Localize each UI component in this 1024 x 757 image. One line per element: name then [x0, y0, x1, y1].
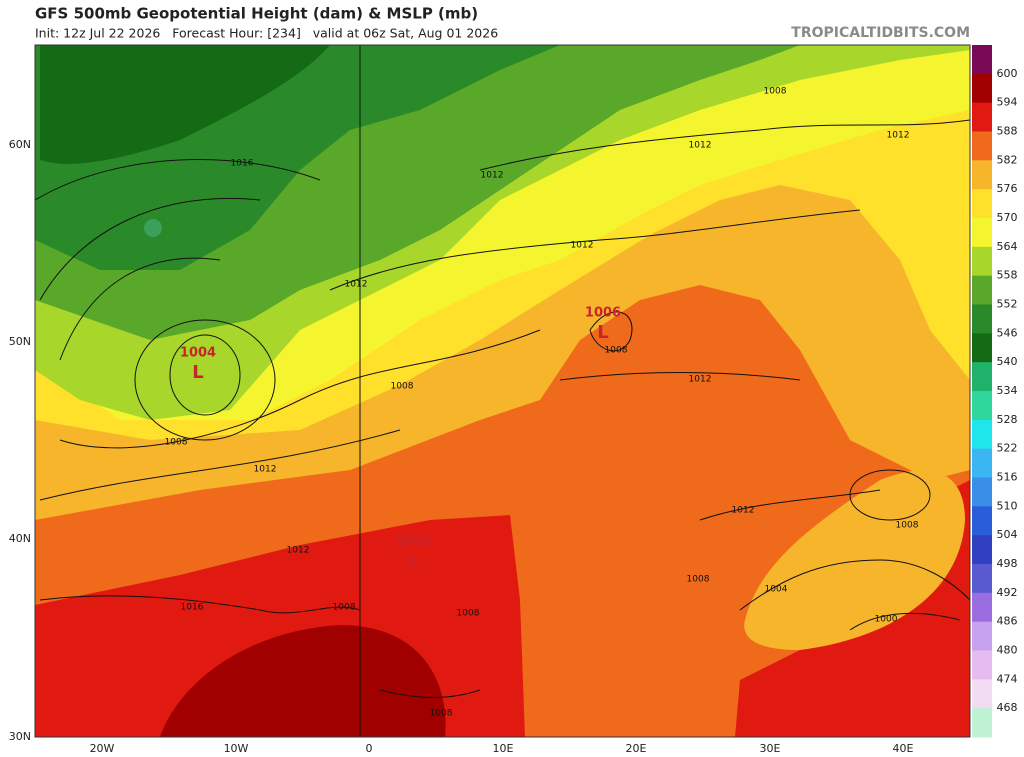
colorbar-segment — [972, 45, 992, 75]
isobar-label: 1012 — [345, 280, 368, 290]
colorbar-label: 474 — [997, 672, 1018, 685]
isobar-label: 1012 — [732, 506, 755, 516]
colorbar-segment — [972, 448, 992, 478]
colorbar-segment — [972, 189, 992, 219]
colorbar-label: 546 — [997, 326, 1018, 339]
subtitle: Init: 12z Jul 22 2026 Forecast Hour: [23… — [35, 26, 498, 41]
map-frame — [34, 44, 971, 738]
colorbar-label: 522 — [997, 442, 1018, 455]
isobar-label: 1008 — [687, 575, 710, 585]
low-pressure-value: 1006 — [585, 306, 621, 321]
colorbar-segment — [972, 592, 992, 623]
colorbar-label: 576 — [997, 182, 1018, 195]
longitude-label: 10W — [224, 742, 249, 755]
colorbar-segment — [972, 333, 992, 363]
latitude-label: 40N — [9, 532, 31, 545]
isobar-label: 1008 — [165, 438, 188, 448]
low-symbol: L — [407, 551, 418, 572]
colorbar-label: 570 — [997, 211, 1018, 224]
colorbar-label: 492 — [997, 586, 1018, 599]
longitude-label: 0 — [366, 742, 373, 755]
low-symbol: L — [192, 362, 203, 383]
isobar-label: 1016 — [181, 603, 204, 613]
colorbar-segment — [972, 246, 992, 277]
isobar-label: 1000 — [875, 615, 898, 625]
colorbar-segment — [972, 708, 992, 738]
isobar-label: 1008 — [391, 382, 414, 392]
title: GFS 500mb Geopotential Height (dam) & MS… — [35, 5, 478, 23]
colorbar-label: 582 — [997, 153, 1018, 166]
isobar-label: 1012 — [689, 141, 712, 151]
colorbar-label: 510 — [997, 499, 1018, 512]
colorbar-segment — [972, 362, 992, 392]
isobar-label: 1008 — [333, 603, 356, 613]
isobar-label: 1012 — [481, 171, 504, 181]
colorbar-label: 600 — [997, 67, 1018, 80]
isobar-label: 1008 — [764, 87, 787, 97]
colorbar-label: 516 — [997, 471, 1018, 484]
colorbar-label: 528 — [997, 413, 1018, 426]
contours — [35, 45, 970, 737]
isobar-label: 1008 — [605, 346, 628, 356]
isobar-label: 1008 — [430, 709, 453, 719]
latitude-label: 30N — [9, 730, 31, 743]
colorbar-segment — [972, 650, 992, 680]
low-pressure-value: 1006 — [395, 535, 431, 550]
colorbar-label: 534 — [997, 384, 1018, 397]
colorbar-segment — [972, 506, 992, 536]
colorbar-segment — [972, 275, 992, 305]
colorbar-label: 594 — [997, 96, 1018, 109]
colorbar-segment — [972, 535, 992, 565]
low-symbol: L — [597, 322, 608, 343]
colorbar-label: 486 — [997, 615, 1018, 628]
isobar-label: 1012 — [254, 465, 277, 475]
isobar-label: 1012 — [287, 546, 310, 556]
colorbar-segment — [972, 131, 992, 161]
height-field — [35, 45, 970, 737]
colorbar-segment — [972, 419, 992, 450]
low-pressure-value: 1004 — [180, 346, 216, 361]
colorbar-label: 468 — [997, 701, 1018, 714]
colorbar-label: 480 — [997, 644, 1018, 657]
colorbar-label: 564 — [997, 240, 1018, 253]
colorbar-label: 540 — [997, 355, 1018, 368]
latitude-label: 60N — [9, 138, 31, 151]
colorbar-label: 588 — [997, 125, 1018, 138]
longitude-label: 10E — [493, 742, 514, 755]
isobar-label: 1008 — [457, 609, 480, 619]
colorbar-label: 558 — [997, 269, 1018, 282]
colorbar-segment — [972, 564, 992, 594]
colorbar-label: 498 — [997, 557, 1018, 570]
longitude-label: 20W — [90, 742, 115, 755]
isobar-label: 1016 — [231, 159, 254, 169]
longitude-label: 20E — [626, 742, 647, 755]
watermark: TROPICALTIDBITS.COM — [791, 25, 970, 41]
longitude-label: 30E — [760, 742, 781, 755]
colorbar-segment — [972, 160, 992, 190]
colorbar-label: 552 — [997, 298, 1018, 311]
colorbar-segment — [972, 73, 992, 104]
colorbar-segment — [972, 102, 992, 132]
colorbar-segment — [972, 477, 992, 507]
colorbar-segment — [972, 391, 992, 421]
colorbar-segment — [972, 679, 992, 709]
colorbar-segment — [972, 621, 992, 651]
colorbar-label: 504 — [997, 528, 1018, 541]
isobar-label: 1012 — [887, 131, 910, 141]
isobar-label: 1012 — [689, 375, 712, 385]
isobar-label: 1012 — [571, 241, 594, 251]
colorbar: 600 594 588 582 576 570 564 558 552 546 540 534 528 5… — [972, 45, 1018, 738]
colorbar-segment — [972, 218, 992, 248]
latitude-label: 50N — [9, 335, 31, 348]
isobar-label: 1004 — [765, 585, 788, 595]
colorbar-segment — [972, 304, 992, 334]
longitude-label: 40E — [893, 742, 914, 755]
isobar-label: 1008 — [896, 521, 919, 531]
